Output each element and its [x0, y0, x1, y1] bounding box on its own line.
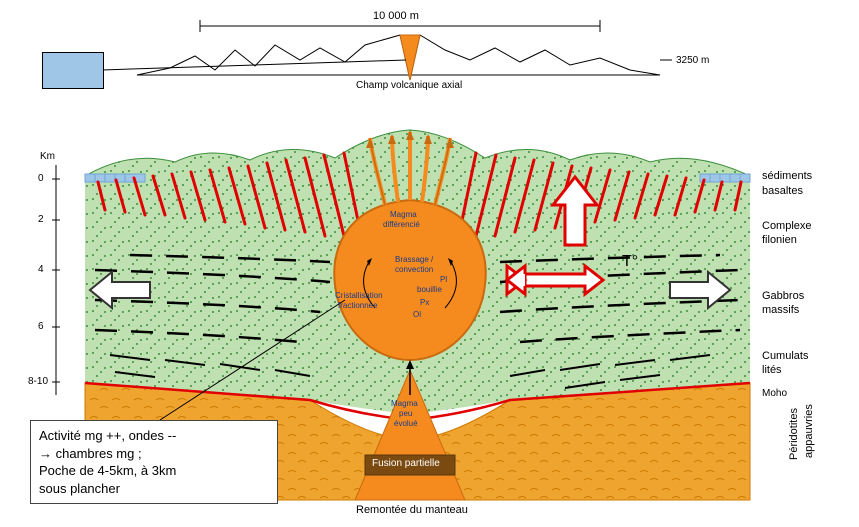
chamber-label-0: Magma: [390, 210, 417, 219]
top-caption: Champ volcanique axial: [356, 80, 462, 92]
chamber-label-10: Magma: [391, 399, 418, 408]
top-profile: [102, 20, 672, 80]
mantle-label-2: appauvries: [803, 404, 816, 458]
annotation-box: Activité mg ++, ondes -- → chambres mg ;…: [30, 420, 278, 504]
axis-tick-4: 8-10: [28, 376, 48, 388]
scalebar-label: 10 000 m: [373, 10, 419, 23]
layer-label-1: basaltes: [762, 185, 803, 198]
chamber-label-4: Cristallisation: [335, 291, 383, 300]
axis-tick-3: 6: [38, 321, 44, 333]
chamber-label-2: Brassage /: [395, 255, 433, 264]
layer-label-3: filonien: [762, 234, 797, 247]
layer-label-8: Moho: [762, 388, 787, 400]
fusion-label: Fusion partielle: [372, 458, 440, 470]
mantle-label-1: Péridotites: [788, 408, 801, 460]
T-label: T°: [622, 253, 638, 271]
chamber-label-9: Ol: [413, 310, 421, 319]
chamber-label-6: bouillie: [417, 285, 442, 294]
layer-label-4: Gabbros: [762, 290, 804, 303]
chamber-label-5: fractionnée: [338, 301, 378, 310]
layer-label-0: sédiments: [762, 170, 812, 183]
layer-label-7: lités: [762, 364, 782, 377]
axis-tick-2: 4: [38, 264, 44, 276]
axis-tick-1: 2: [38, 214, 44, 226]
layer-label-5: massifs: [762, 304, 799, 317]
layer-label-6: Cumulats: [762, 350, 808, 363]
axis-title: Km: [40, 151, 55, 163]
chamber-label-7: Pl: [440, 275, 447, 284]
chamber-label-11: peu: [399, 409, 412, 418]
elev-label: 3250 m: [676, 55, 709, 67]
layer-label-2: Complexe: [762, 220, 812, 233]
remontee-label: Remontée du manteau: [356, 504, 468, 517]
legend-swatch: [42, 52, 104, 89]
axis-tick-0: 0: [38, 173, 44, 185]
chamber-label-12: évolué: [394, 419, 418, 428]
annotation-text: Activité mg ++, ondes -- → chambres mg ;…: [39, 428, 176, 496]
chamber-label-3: convection: [395, 265, 433, 274]
chamber-label-1: différencié: [383, 220, 420, 229]
chamber-label-8: Px: [420, 298, 429, 307]
